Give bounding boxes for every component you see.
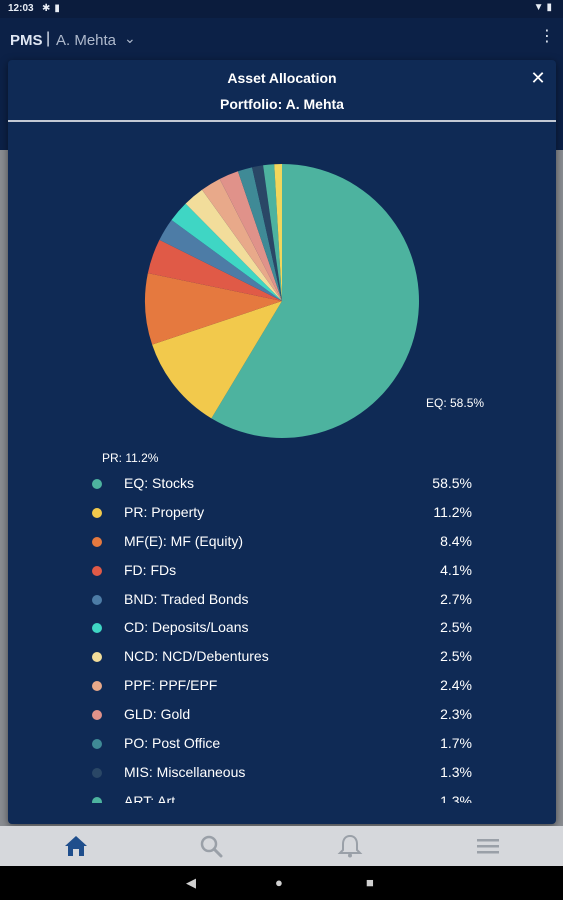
legend-value: 1.3% (440, 792, 472, 803)
legend-row: ART: Art 1.3% (86, 788, 486, 803)
pie-slice-eq[interactable] (211, 164, 419, 438)
pie-slice-pr[interactable] (152, 301, 282, 419)
legend-value: 2.4% (440, 677, 472, 694)
app-bar: PMS | A. Mehta ⌄ ⋮ (0, 18, 563, 64)
legend-label: MF(E): MF (Equity) (124, 532, 243, 549)
nav-notifications[interactable] (336, 834, 366, 858)
legend-color-dot (92, 652, 102, 663)
header-divider (8, 120, 556, 122)
legend-value: 4.1% (440, 561, 472, 578)
status-left-icons: ✱▮ (42, 3, 64, 14)
legend-color-dot (92, 536, 102, 547)
legend-color-dot (92, 594, 102, 605)
legend-value: 2.5% (440, 619, 472, 636)
legend-label: CD: Deposits/Loans (124, 619, 249, 636)
legend-row: EQ: Stocks 58.5% (86, 470, 486, 499)
legend-color-dot (92, 623, 102, 634)
status-right-icons: ▼▮ (534, 2, 555, 13)
legend-row: NCD: NCD/Debentures 2.5% (86, 643, 486, 672)
close-icon: ✕ (530, 68, 546, 88)
pie-slice-ppf[interactable] (202, 178, 282, 301)
legend-label: FD: FDs (124, 561, 177, 578)
bell-icon (337, 834, 363, 858)
app-title: PMS (10, 32, 43, 49)
legend-row: MF(E): MF (Equity) 8.4% (86, 528, 486, 557)
legend: EQ: Stocks 58.5% PR: Property 11.2% MF(E): M… (86, 470, 486, 803)
legend-label: BND: Traded Bonds (124, 590, 249, 607)
pie-label-eq: EQ: 58.5% (426, 396, 484, 410)
system-navigation-bar: ◀ ● ■ (0, 866, 563, 900)
legend-label: NCD: NCD/Debentures (124, 648, 269, 665)
pie-slice-fd[interactable] (147, 239, 282, 301)
recents-button[interactable]: ■ (366, 875, 374, 890)
legend-color-dot (92, 507, 102, 518)
legend-color-dot (92, 739, 102, 750)
wifi-icon: ▼ (533, 2, 547, 13)
legend-row: GLD: Gold 2.3% (86, 701, 486, 730)
pie-slice-bnd[interactable] (159, 219, 282, 301)
legend-value: 8.4% (440, 532, 472, 549)
nav-home[interactable] (62, 834, 92, 858)
settings-icon: ✱ (42, 3, 55, 14)
legend-row: FD: FDs 4.1% (86, 557, 486, 586)
legend-value: 2.3% (440, 706, 472, 723)
legend-color-dot (92, 565, 102, 576)
legend-row: MIS: Miscellaneous 1.3% (86, 759, 486, 788)
legend-label: PO: Post Office (124, 735, 221, 752)
nav-menu[interactable] (474, 834, 504, 858)
legend-row: PO: Post Office 1.7% (86, 730, 486, 759)
user-selector[interactable]: A. Mehta (56, 32, 117, 49)
legend-label: GLD: Gold (124, 706, 191, 723)
bottom-navigation (0, 826, 563, 866)
legend-value: 1.3% (440, 763, 472, 780)
pie-slice-po[interactable] (237, 167, 282, 301)
legend-value: 2.7% (440, 590, 472, 607)
legend-color-dot (92, 710, 102, 721)
legend-label: ART: Art (124, 792, 176, 803)
battery-icon: ▮ (546, 2, 555, 13)
sim-icon: ▮ (54, 3, 64, 14)
home-icon (65, 836, 87, 856)
pie-slice-ncd[interactable] (185, 189, 282, 301)
legend-row: PPF: PPF/EPF 2.4% (86, 672, 486, 701)
pie-slice-cd[interactable] (171, 203, 282, 301)
close-button[interactable]: ✕ (526, 66, 550, 90)
pie-slice-mis[interactable] (252, 165, 282, 301)
legend-label: PR: Property (124, 503, 205, 520)
legend-color-dot (92, 681, 102, 692)
legend-row: BND: Traded Bonds 2.7% (86, 586, 486, 615)
legend-row: CD: Deposits/Loans 2.5% (86, 614, 486, 643)
status-time: 12:03 (8, 3, 34, 14)
hamburger-menu-icon (477, 839, 499, 854)
legend-color-dot (92, 479, 102, 489)
app-title-separator: | (46, 30, 51, 47)
pie-slice-gld[interactable] (219, 171, 282, 301)
legend-value: 2.5% (440, 648, 472, 665)
pie-slice-mfe[interactable] (144, 273, 282, 345)
overflow-menu-icon[interactable]: ⋮ (539, 28, 555, 45)
legend-value: 11.2% (433, 503, 472, 520)
pie-label-pr: PR: 11.2% (102, 451, 159, 465)
dialog-subtitle: Portfolio: A. Mehta (220, 96, 344, 112)
legend-value: 58.5% (432, 475, 472, 491)
asset-allocation-dialog: Asset Allocation Portfolio: A. Mehta ✕ E… (8, 60, 556, 824)
pie-slice-other-12[interactable] (274, 164, 282, 301)
legend-color-dot (92, 796, 102, 803)
legend-label: PPF: PPF/EPF (124, 677, 218, 694)
pie-slice-art[interactable] (263, 164, 282, 301)
legend-label: MIS: Miscellaneous (124, 763, 246, 780)
search-icon (200, 835, 223, 858)
back-button[interactable]: ◀ (186, 875, 196, 890)
dialog-title: Asset Allocation (227, 70, 337, 86)
legend-row: PR: Property 11.2% (86, 499, 486, 528)
nav-search[interactable] (198, 834, 228, 858)
status-bar: 12:03 ✱▮ ▼▮ (0, 0, 563, 18)
legend-value: 1.7% (440, 735, 472, 752)
legend-label: EQ: Stocks (124, 475, 195, 491)
legend-color-dot (92, 767, 102, 778)
pie-chart: EQ: 58.5% PR: 11.2% (102, 164, 484, 465)
chevron-down-icon[interactable]: ⌄ (124, 30, 136, 46)
home-button[interactable]: ● (275, 875, 283, 890)
